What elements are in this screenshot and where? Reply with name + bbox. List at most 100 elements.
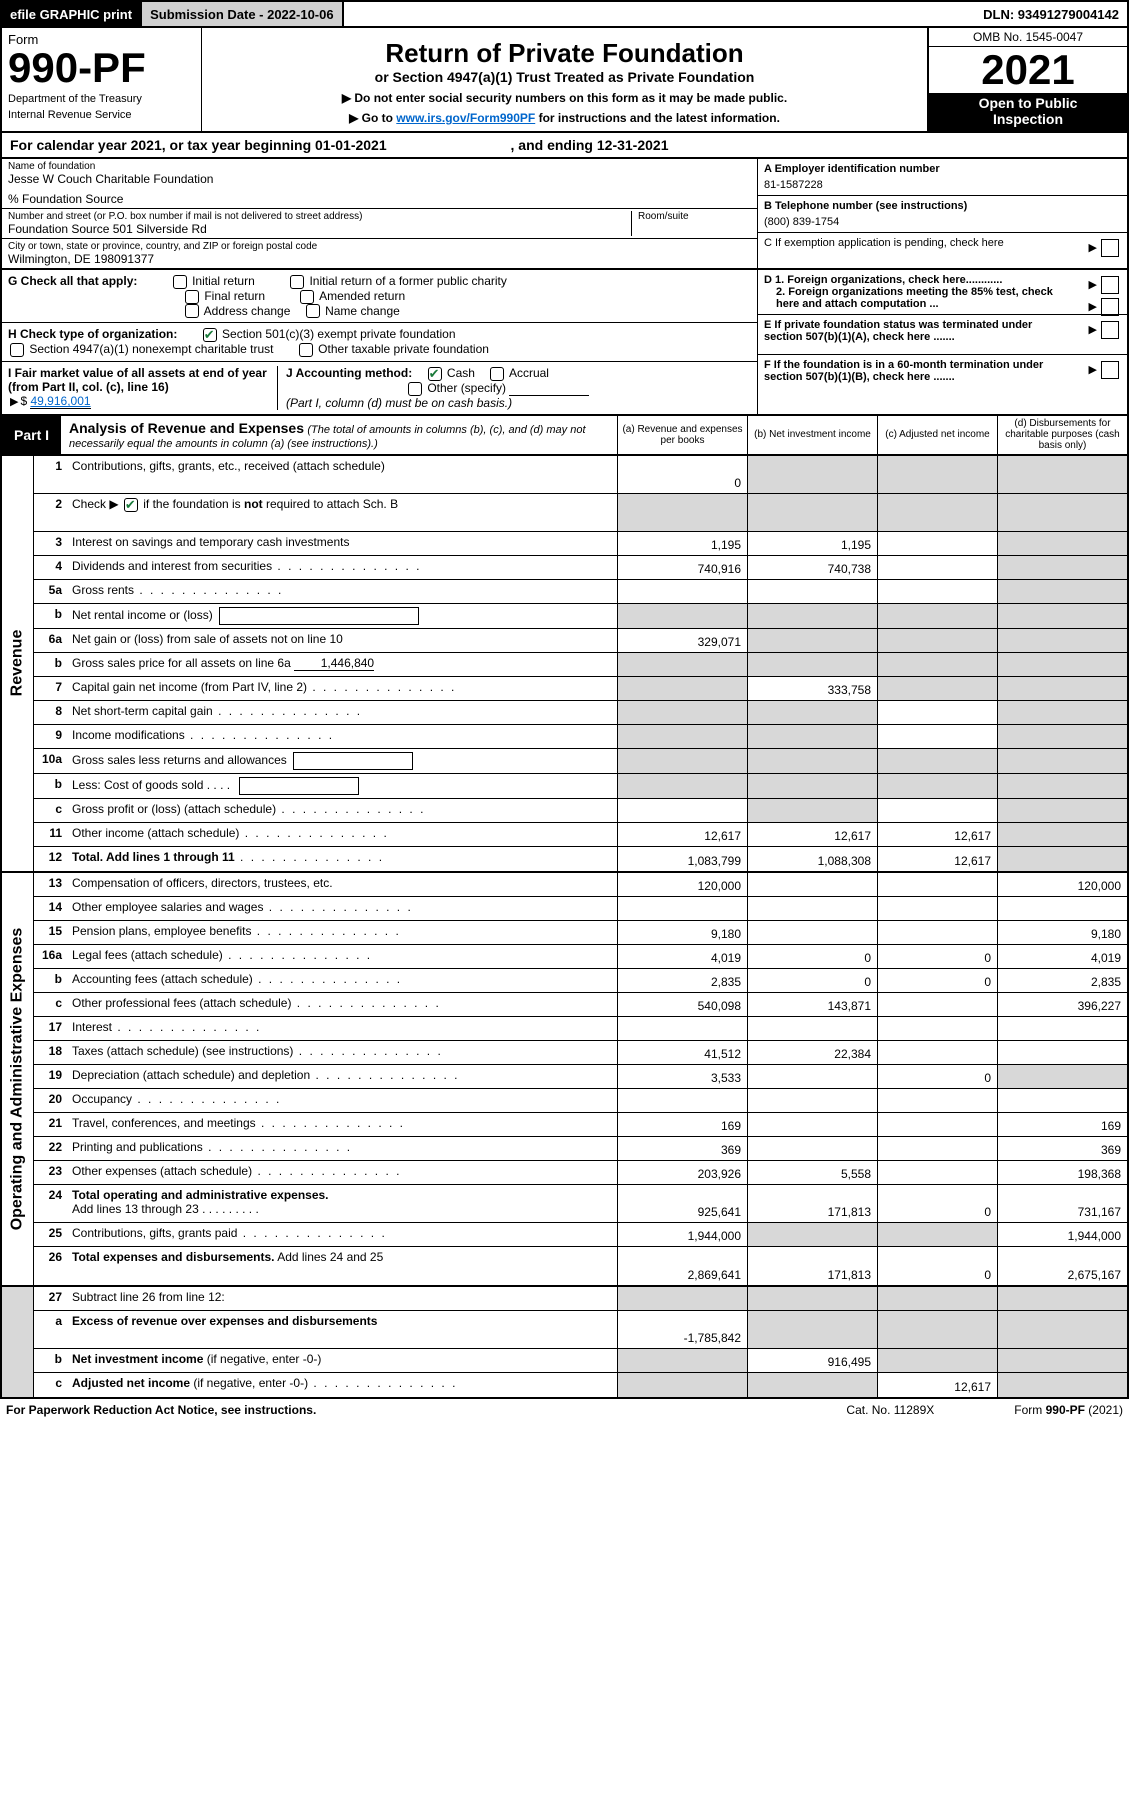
line-17: 17 Interest <box>34 1017 1127 1041</box>
l10b-text: Less: Cost of goods sold <box>72 778 203 792</box>
l27a-a: -1,785,842 <box>617 1311 747 1348</box>
g-initial-cb[interactable] <box>173 275 187 289</box>
exemption-cell: C If exemption application is pending, c… <box>758 233 1127 267</box>
e-checkbox[interactable] <box>1101 321 1119 339</box>
ln-no: 13 <box>34 873 68 896</box>
d2-label: 2. Foreign organizations meeting the 85%… <box>776 286 1056 310</box>
l17-a <box>617 1017 747 1040</box>
city-label: City or town, state or province, country… <box>8 241 751 252</box>
l17-desc: Interest <box>68 1017 617 1040</box>
l2-checkbox[interactable] <box>124 498 138 512</box>
l23-b: 5,558 <box>747 1161 877 1184</box>
l16a-desc: Legal fees (attach schedule) <box>68 945 617 968</box>
line-6a: 6a Net gain or (loss) from sale of asset… <box>34 629 1127 653</box>
l27c-a <box>617 1373 747 1397</box>
column-headers: (a) Revenue and expenses per books (b) N… <box>617 416 1127 454</box>
l21-c <box>877 1113 997 1136</box>
l19-b <box>747 1065 877 1088</box>
l24-b: 171,813 <box>747 1185 877 1222</box>
l27c-desc: Adjusted net income (if negative, enter … <box>68 1373 617 1397</box>
line-10b: b Less: Cost of goods sold . . . . <box>34 774 1127 799</box>
l23-a: 203,926 <box>617 1161 747 1184</box>
irs-link[interactable]: www.irs.gov/Form990PF <box>396 111 535 125</box>
ln-no: 26 <box>34 1247 68 1285</box>
line-27-section: 27 Subtract line 26 from line 12: a Exce… <box>0 1287 1129 1399</box>
ln-no: 2 <box>34 494 68 531</box>
expenses-label: Operating and Administrative Expenses <box>9 927 27 1230</box>
efile-label: efile GRAPHIC print <box>2 2 142 26</box>
j-other-cb[interactable] <box>408 382 422 396</box>
g-o5: Address change <box>204 304 291 318</box>
l5b-field[interactable] <box>219 607 419 625</box>
l14-c <box>877 897 997 920</box>
header-left: Form 990-PF Department of the Treasury I… <box>2 28 202 131</box>
cal-mid: , and ending <box>511 137 597 153</box>
arrow-icon <box>1089 300 1097 313</box>
dln: DLN: 93491279004142 <box>975 2 1127 26</box>
l10a-b <box>747 749 877 773</box>
l25-d: 1,944,000 <box>997 1223 1127 1246</box>
l21-b <box>747 1113 877 1136</box>
ln-no: 3 <box>34 532 68 555</box>
l25-c <box>877 1223 997 1246</box>
l27-b <box>747 1287 877 1310</box>
ln-no: 4 <box>34 556 68 579</box>
ln-no: a <box>34 1311 68 1348</box>
f-checkbox[interactable] <box>1101 361 1119 379</box>
j-cash-cb[interactable] <box>428 367 442 381</box>
l16b-d: 2,835 <box>997 969 1127 992</box>
fmv-value[interactable]: 49,916,001 <box>30 394 90 409</box>
l6b-b <box>747 653 877 676</box>
g-amended-cb[interactable] <box>300 290 314 304</box>
ln-no: 18 <box>34 1041 68 1064</box>
c-checkbox[interactable] <box>1101 239 1119 257</box>
j-cash: Cash <box>447 366 475 380</box>
l14-a <box>617 897 747 920</box>
ln-no: b <box>34 774 68 798</box>
l27b-c <box>877 1349 997 1372</box>
l9-a <box>617 725 747 748</box>
l10a-field[interactable] <box>293 752 413 770</box>
l12-desc: Total. Add lines 1 through 11 <box>68 847 617 871</box>
l22-a: 369 <box>617 1137 747 1160</box>
l8-b <box>747 701 877 724</box>
l10b-field[interactable] <box>239 777 359 795</box>
l17-b <box>747 1017 877 1040</box>
j-other-field[interactable] <box>509 382 589 396</box>
l5b-text: Net rental income or (loss) <box>72 608 213 622</box>
g-name-cb[interactable] <box>306 304 320 318</box>
col-c-header: (c) Adjusted net income <box>877 416 997 454</box>
revenue-rows: 1 Contributions, gifts, grants, etc., re… <box>34 456 1127 871</box>
revenue-section: Revenue 1 Contributions, gifts, grants, … <box>0 456 1129 873</box>
l2-b <box>747 494 877 531</box>
g-address-cb[interactable] <box>185 304 199 318</box>
g-o4: Amended return <box>319 289 405 303</box>
address: Foundation Source 501 Silverside Rd <box>8 222 631 236</box>
line-19: 19 Depreciation (attach schedule) and de… <box>34 1065 1127 1089</box>
l4-d <box>997 556 1127 579</box>
h-other-cb[interactable] <box>299 343 313 357</box>
h-501c3-cb[interactable] <box>203 328 217 342</box>
l26-a: 2,869,641 <box>617 1247 747 1285</box>
l5b-c <box>877 604 997 628</box>
d1-checkbox[interactable] <box>1101 276 1119 294</box>
h-o1: Section 501(c)(3) exempt private foundat… <box>222 327 455 341</box>
part-i-header: Part I Analysis of Revenue and Expenses … <box>0 416 1129 456</box>
g-final-cb[interactable] <box>185 290 199 304</box>
d2-checkbox[interactable] <box>1101 298 1119 316</box>
line-23: 23 Other expenses (attach schedule) 203,… <box>34 1161 1127 1185</box>
g-initial-former-cb[interactable] <box>290 275 304 289</box>
expenses-side: Operating and Administrative Expenses <box>2 873 34 1285</box>
l15-c <box>877 921 997 944</box>
submission-date: Submission Date - 2022-10-06 <box>142 2 344 26</box>
phone-value: (800) 839-1754 <box>764 216 1121 228</box>
l10b-c <box>877 774 997 798</box>
j-accrual-cb[interactable] <box>490 367 504 381</box>
footer-center: Cat. No. 11289X <box>846 1403 934 1417</box>
ln-no: 10a <box>34 749 68 773</box>
omb-number: OMB No. 1545-0047 <box>929 28 1127 47</box>
h-4947-cb[interactable] <box>10 343 24 357</box>
expenses-rows: 13 Compensation of officers, directors, … <box>34 873 1127 1285</box>
l21-a: 169 <box>617 1113 747 1136</box>
foundation-name-cell: Name of foundation Jesse W Couch Charita… <box>2 159 757 209</box>
